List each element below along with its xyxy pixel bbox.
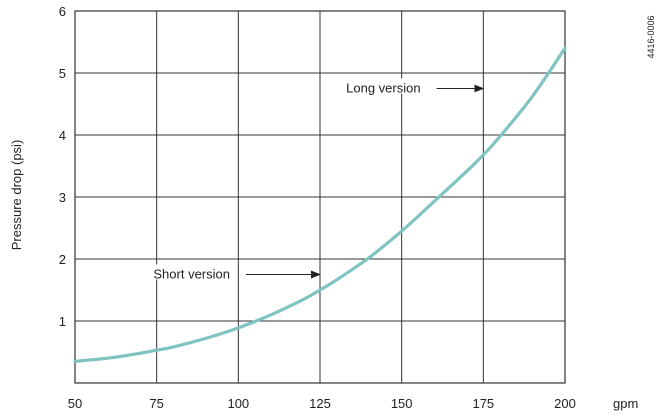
y-tick-label-6: 6 [59, 4, 66, 19]
annotation-label-0: Long version [346, 81, 420, 96]
plot-border [74, 10, 566, 384]
x-tick-label-75: 75 [149, 396, 163, 411]
y-tick-label-5: 5 [59, 66, 66, 81]
x-tick-label-200: 200 [554, 396, 576, 411]
y-tick-label-1: 1 [59, 314, 66, 329]
plot-frame [74, 10, 566, 384]
series-group [73, 46, 567, 363]
x-tick-label-175: 175 [472, 396, 494, 411]
y-tick-label-4: 4 [59, 128, 66, 143]
grid [75, 11, 565, 383]
x-tick-label-125: 125 [309, 396, 331, 411]
x-tick-labels: 50 75 100 125 150 175 200 [68, 396, 576, 411]
y-tick-labels: 1 2 3 4 5 6 [59, 4, 66, 329]
annotation-label-1: Short version [153, 267, 230, 282]
series-line-0 [73, 46, 567, 363]
annotation-bg-0 [343, 78, 424, 94]
x-tick-label-150: 150 [391, 396, 413, 411]
x-unit-label: gpm [613, 396, 638, 411]
x-tick-label-50: 50 [68, 396, 82, 411]
annotation-bg-1 [150, 264, 233, 280]
annotations: Long version Short version [150, 78, 485, 282]
y-tick-label-3: 3 [59, 190, 66, 205]
y-tick-label-2: 2 [59, 252, 66, 267]
figure-id: 4416-0006 [646, 15, 656, 58]
x-tick-label-100: 100 [227, 396, 249, 411]
y-axis-label: Pressure drop (psi) [9, 140, 24, 251]
